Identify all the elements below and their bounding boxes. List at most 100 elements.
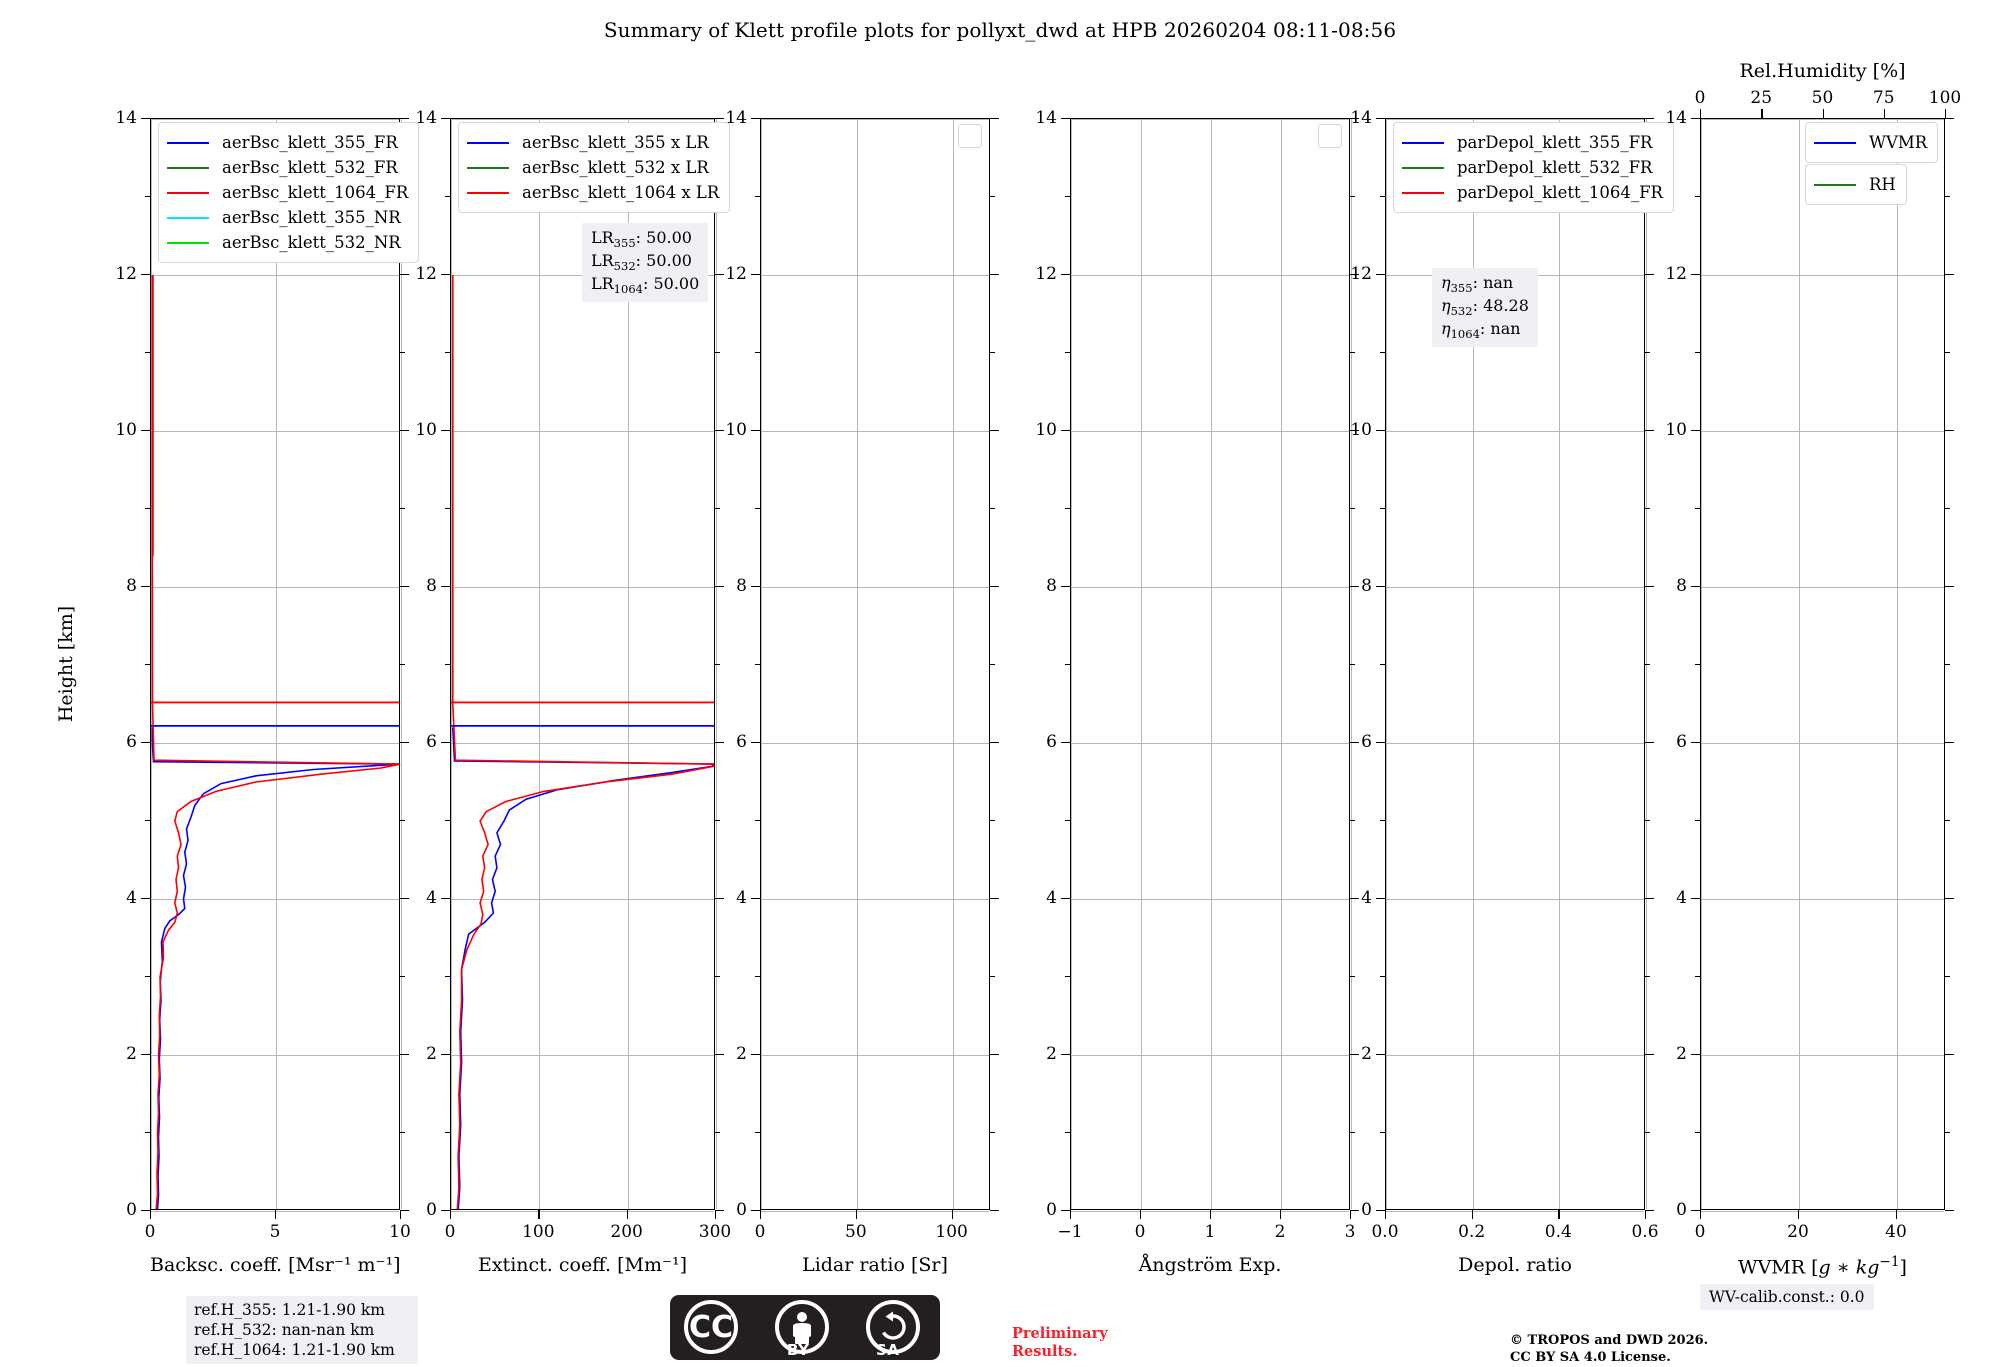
y-tick [990,118,999,120]
y-tick [400,118,409,120]
y-tick [1691,1054,1700,1056]
x-tick [951,1210,954,1219]
y-tick [1645,430,1654,432]
legend-item: parDepol_klett_532_FR [1402,155,1663,180]
y-tick-minor [1350,976,1355,978]
gridline-horizontal [1386,743,1644,744]
gridline-horizontal [761,743,989,744]
y-tick-minor [1065,976,1070,978]
gridline-horizontal [1071,899,1349,900]
gridline-horizontal [151,743,399,744]
x-tick-label: 0.4 [1544,1222,1572,1242]
y-tick-label: 12 [115,264,137,284]
y-tick-minor [1695,352,1700,354]
y-tick-label: 4 [126,888,137,908]
y-tick-minor [1645,820,1650,822]
y-tick-minor [145,820,150,822]
x-tick [1558,1210,1560,1219]
x-tick [715,1210,717,1219]
y-tick-label: 10 [415,420,437,440]
legend-line-swatch [467,141,509,144]
y-tick [441,274,450,276]
legend-item: aerBsc_klett_1064_FR [167,180,408,205]
legend-label: parDepol_klett_1064_FR [1457,183,1663,202]
y-tick-minor [400,1132,405,1134]
y-tick-label: 4 [1046,888,1057,908]
x-tick-label: 40 [1885,1222,1907,1242]
gridline-horizontal [151,899,399,900]
y-tick-label: 4 [736,888,747,908]
y-tick-minor [755,508,760,510]
legend-backscatter: aerBsc_klett_355_FR aerBsc_klett_532_FR ae… [158,122,420,263]
y-tick-minor [400,820,405,822]
panel-backscatter: 0 2 4 6 8 10 12 14 0 5 10 Backsc. coeff. [Msr⁻¹ m⁻¹… [115,108,420,1276]
top-axis-title: Rel.Humidity [%] [1739,60,1906,82]
y-tick-label: 0 [736,1200,747,1220]
y-tick [400,742,409,744]
y-tick-label: 14 [1665,108,1687,128]
y-tick-minor [1350,1132,1355,1134]
y-tick-label: 8 [426,576,437,596]
gridline-horizontal [1701,431,1944,432]
refh-532: ref.H_532: nan-nan km [194,1321,375,1340]
x-tick-top [1945,109,1947,118]
panel-extinction: 0 2 4 6 8 10 12 14 0 100 200 300 Extinct. coeff. [Mm… [415,108,731,1276]
y-tick-label: 12 [725,264,747,284]
gridline-horizontal [1071,119,1349,120]
y-tick-label: 14 [1035,108,1057,128]
y-tick [1691,430,1700,432]
gridline-vertical [1141,119,1142,1209]
y-tick-minor [715,820,720,822]
gridline-vertical [1799,119,1800,1209]
gridline-vertical [451,119,452,1209]
annotation-depol-ratio: η355: nan η532: 48.28 η1064: nan [1432,268,1538,347]
legend-line-swatch [467,166,509,169]
gridline-horizontal [451,1055,714,1056]
y-tick [400,1054,409,1056]
gridline-horizontal [451,119,714,120]
y-tick-minor [1945,1132,1950,1134]
y-tick [751,586,760,588]
y-tick [1945,898,1954,900]
legend-line-swatch [467,191,509,194]
y-tick-label: 8 [736,576,747,596]
legend-label: aerBsc_klett_1064_FR [222,183,409,202]
cc-by-label: BY [787,1341,810,1359]
y-tick [751,430,760,432]
y-tick-minor [1350,196,1355,198]
gridline-vertical [1701,119,1702,1209]
legend-item: parDepol_klett_1064_FR [1402,180,1663,205]
series-aerBsc_klett_355 x LR [452,727,714,1209]
legend-label: parDepol_klett_355_FR [1457,133,1653,152]
y-tick [1350,1210,1359,1212]
y-tick-minor [1695,1132,1700,1134]
reference-height-box: ref.H_355: 1.21-1.90 km ref.H_532: nan-n… [186,1296,418,1365]
x-tick [1798,1210,1800,1219]
y-tick-minor [145,508,150,510]
y-tick-minor [1380,196,1385,198]
gridline-horizontal [1386,587,1644,588]
y-tick [1645,898,1654,900]
refh-355: ref.H_355: 1.21-1.90 km [194,1301,385,1319]
x-tick-label-top: 100 [1928,88,1962,108]
gridline-horizontal [1701,743,1944,744]
y-tick [1350,742,1359,744]
y-tick-label: 14 [115,108,137,128]
preliminary-line-2: Results. [1012,1343,1078,1361]
y-tick-minor [755,664,760,666]
y-tick-minor [1645,352,1650,354]
y-tick-minor [1945,664,1950,666]
y-tick-minor [990,1132,995,1134]
panel-lidar-ratio: 0 2 4 6 8 10 12 14 0 50 100 Lidar ratio [Sr] [725,108,999,1276]
y-tick [751,1054,760,1056]
gridline-horizontal [1386,1211,1644,1212]
gridline-vertical [1386,119,1387,1209]
y-tick-label: 14 [1350,108,1372,128]
y-tick [1061,898,1070,900]
y-tick [1691,586,1700,588]
x-tick-label: 0 [754,1222,766,1242]
y-tick-minor [1380,820,1385,822]
legend-item: aerBsc_klett_532_FR [167,155,408,180]
y-tick [1691,1210,1700,1212]
